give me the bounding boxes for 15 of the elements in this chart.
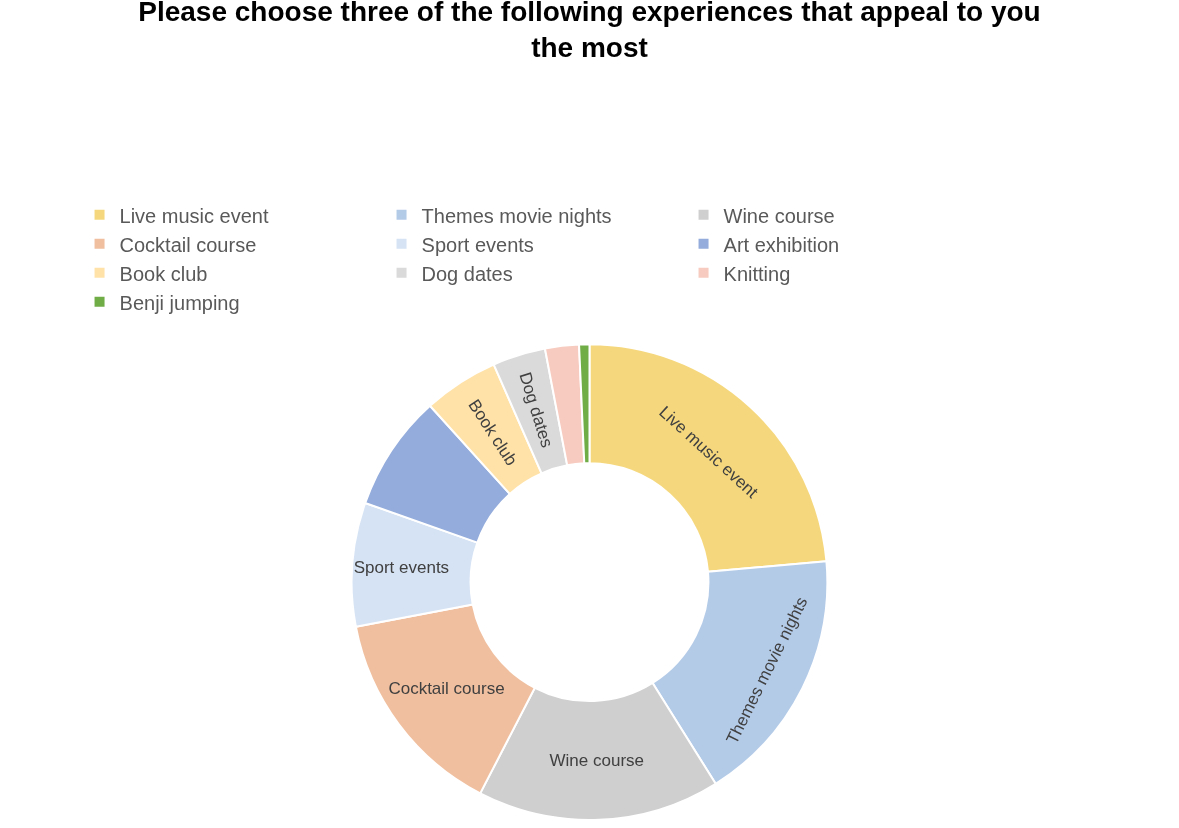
- legend-label: Cocktail course: [119, 233, 257, 256]
- data-label: Cocktail course: [388, 679, 505, 699]
- chart-title: Please choose three of the following experiences that appeal to you the most: [138, 0, 1041, 64]
- legend-label: Live music event: [119, 204, 269, 227]
- legend-label: Knitting: [723, 262, 791, 285]
- legend-label: Book club: [119, 262, 208, 285]
- legend-label: Themes movie nights: [421, 204, 612, 227]
- data-label: Sport events: [353, 558, 450, 578]
- data-label: Wine course: [549, 750, 645, 770]
- legend-label: Sport events: [421, 233, 534, 256]
- legend-label: Art exhibition: [723, 233, 840, 256]
- legend-label: Benji jumping: [119, 291, 240, 314]
- legend-label: Wine course: [723, 204, 835, 227]
- data-label: Dog dates: [515, 370, 557, 450]
- legend-label: Dog dates: [421, 262, 513, 285]
